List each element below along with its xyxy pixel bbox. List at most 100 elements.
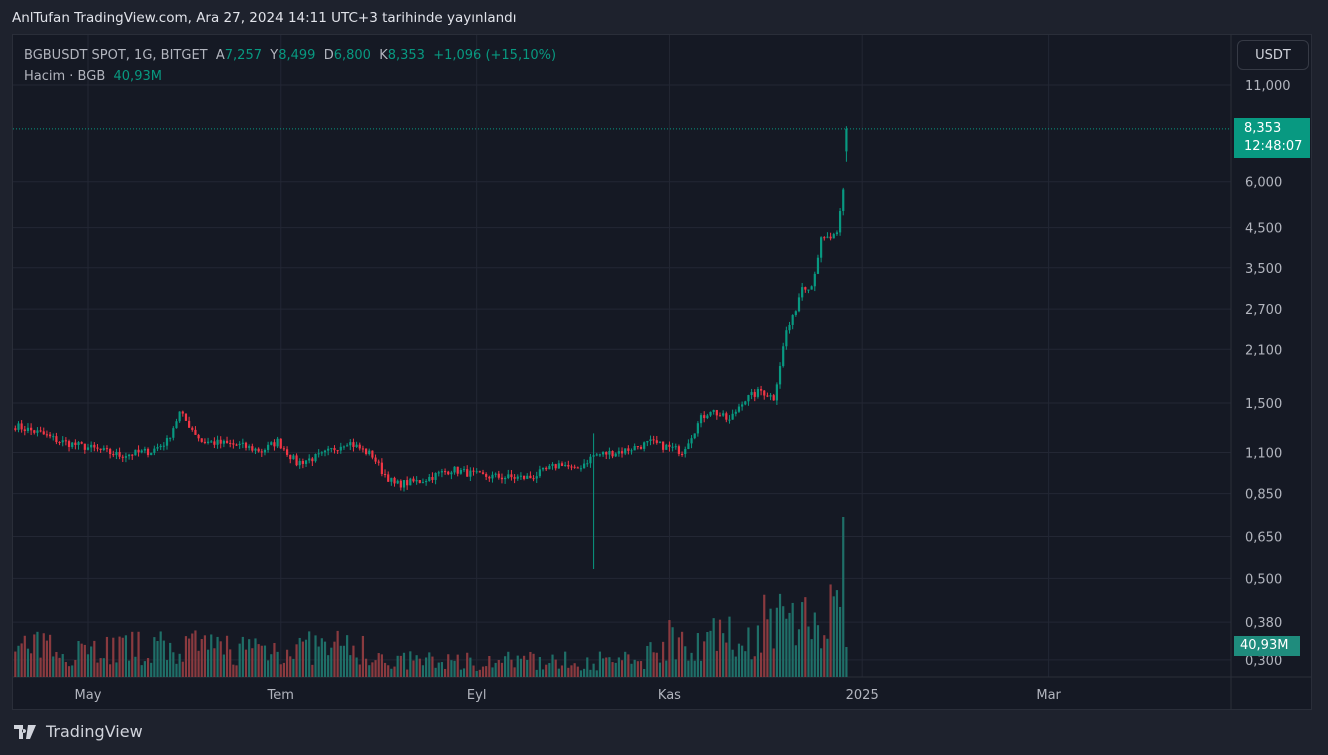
candle-up xyxy=(26,427,30,431)
candle-down xyxy=(58,442,61,444)
volume-bar xyxy=(216,636,219,677)
volume-bar xyxy=(358,664,361,677)
volume-bar xyxy=(611,662,614,677)
tradingview-logo[interactable]: TradingView xyxy=(14,722,143,741)
change-value: +1,096 (+15,10%) xyxy=(433,48,557,63)
volume-bar xyxy=(769,608,772,677)
volume-bar xyxy=(459,669,462,677)
volume-bar xyxy=(425,657,428,677)
volume-bar xyxy=(314,635,317,677)
candle-up xyxy=(421,482,425,484)
volume-bar xyxy=(412,660,415,677)
y-tick-label: 0,500 xyxy=(1245,572,1282,587)
candle-down xyxy=(715,410,718,416)
volume-bar xyxy=(248,639,251,677)
candle-up xyxy=(241,442,244,444)
candle-down xyxy=(39,430,42,432)
volume-bar xyxy=(270,654,273,677)
candle-up xyxy=(172,428,175,438)
candle-up xyxy=(292,455,295,460)
volume-bar xyxy=(64,662,67,677)
candle-up xyxy=(86,447,90,450)
candle-up xyxy=(775,384,778,401)
candle-up xyxy=(320,452,323,454)
candle-up xyxy=(178,411,181,422)
volume-bar xyxy=(759,652,763,677)
candle-up xyxy=(826,236,829,238)
volume-bar xyxy=(323,641,327,677)
volume-bar xyxy=(526,659,529,677)
candle-down xyxy=(772,395,775,401)
volume-bar xyxy=(74,659,77,677)
volume-bar xyxy=(674,659,677,677)
chart-panel[interactable]: 11,000 6,000 4,500 3,500 2,700 2,100 1,500 1,10… xyxy=(12,34,1312,710)
candle-down xyxy=(380,462,383,475)
volume-bar xyxy=(225,635,229,677)
candle-down xyxy=(336,450,339,452)
volume-bar xyxy=(279,664,282,677)
candle-up xyxy=(756,389,760,397)
volume-bar xyxy=(690,652,693,677)
open-value: 7,257 xyxy=(224,48,262,63)
candle-down xyxy=(197,434,200,439)
candle-up xyxy=(327,448,330,451)
candle-up xyxy=(254,448,257,451)
volume-bar xyxy=(753,656,756,677)
candle-down xyxy=(510,474,513,478)
volume-bar xyxy=(680,631,684,677)
volume-bar xyxy=(583,668,586,677)
candle-down xyxy=(677,446,681,454)
volume-bar xyxy=(30,653,33,677)
volume-bar xyxy=(380,654,383,677)
candle-down xyxy=(485,473,488,477)
candle-down xyxy=(235,444,238,446)
candle-up xyxy=(402,480,406,488)
volume-bar xyxy=(481,666,485,677)
volume-bar xyxy=(90,646,93,677)
candle-up xyxy=(579,468,583,470)
volume-bar xyxy=(150,662,153,677)
low-label: D xyxy=(323,48,334,63)
candle-down xyxy=(219,439,222,444)
volume-bar xyxy=(554,659,557,677)
volume-bar xyxy=(301,641,304,677)
candle-up xyxy=(658,441,662,443)
volume-bar xyxy=(807,626,810,677)
candle-down xyxy=(311,458,314,462)
candle-up xyxy=(557,463,560,469)
volume-bar xyxy=(58,657,61,677)
volume-bar xyxy=(194,630,197,677)
price-chart[interactable]: 11,000 6,000 4,500 3,500 2,700 2,100 1,500 1,10… xyxy=(13,35,1311,709)
volume-bar xyxy=(835,590,839,677)
currency-button[interactable]: USDT xyxy=(1237,40,1309,70)
volume-bar xyxy=(548,663,551,677)
volume-bar xyxy=(469,657,472,677)
candle-down xyxy=(181,411,184,414)
volume-bar xyxy=(529,651,532,677)
volume-bar xyxy=(538,657,541,677)
volume-bar xyxy=(260,645,263,677)
volume-bar xyxy=(734,656,737,677)
volume-bar xyxy=(722,633,725,677)
candle-up xyxy=(624,448,627,454)
open-label: A xyxy=(215,48,225,63)
candle-up xyxy=(459,470,462,474)
volume-bar xyxy=(620,660,624,677)
volume-bar xyxy=(541,669,545,677)
volume-bar xyxy=(838,606,842,677)
candle-down xyxy=(703,415,706,419)
candle-down xyxy=(412,478,415,482)
candle-down xyxy=(333,448,336,451)
candle-up xyxy=(409,478,412,486)
volume-bar xyxy=(232,664,235,677)
candle-up xyxy=(314,453,317,462)
volume-bar xyxy=(668,620,671,677)
symbol-label[interactable]: BGBUSDT SPOT, 1G, BITGET xyxy=(24,48,208,63)
volume-bar xyxy=(494,662,497,677)
volume-bar xyxy=(614,662,617,677)
x-tick-label: 2025 xyxy=(846,688,879,703)
candle-down xyxy=(636,446,639,448)
volume-bar xyxy=(383,662,387,677)
candle-up xyxy=(150,452,153,456)
volume-bar xyxy=(643,668,646,677)
